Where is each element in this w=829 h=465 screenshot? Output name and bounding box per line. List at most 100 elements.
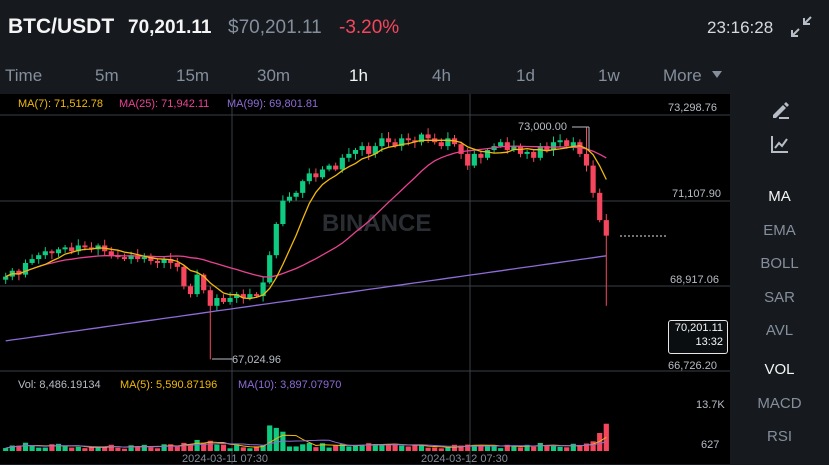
candle-body: [531, 151, 537, 158]
tf-time[interactable]: Time: [5, 66, 43, 85]
indicator-ma[interactable]: MA: [768, 188, 791, 205]
volume-bar: [359, 445, 365, 451]
volume-bar: [432, 447, 438, 451]
candle-body: [465, 153, 471, 166]
candle-body: [227, 298, 233, 302]
candle-body: [352, 150, 359, 154]
indicator-avl[interactable]: AVL: [765, 322, 794, 339]
price-tick: 71,107.90: [672, 188, 721, 200]
candle-body: [372, 146, 378, 154]
volume-bar: [69, 447, 75, 451]
volume-bar: [201, 442, 207, 451]
tf-4h[interactable]: 4h: [432, 66, 451, 85]
tf-30m[interactable]: 30m: [257, 66, 291, 85]
tf-1d[interactable]: 1d: [516, 66, 535, 85]
tf-more[interactable]: More: [663, 66, 702, 85]
volume-bar: [253, 446, 260, 451]
volume-bar: [550, 445, 557, 451]
volume-bar: [465, 444, 471, 451]
volume-bar: [161, 444, 167, 451]
candle-body: [346, 153, 352, 158]
clock: 23:16:28: [707, 18, 774, 37]
candle-body: [36, 255, 42, 260]
timeframe-bar: Time 5m 15m 30m 1h 4h 1d 1w More: [0, 58, 829, 94]
indicator-chart-icon[interactable]: [770, 134, 790, 154]
countdown: 13:32: [695, 336, 723, 348]
volume-bar: [570, 443, 576, 451]
candle-body: [247, 294, 253, 299]
volume-bar: [577, 444, 583, 451]
volume-bar: [372, 444, 378, 451]
volume-bar: [544, 445, 550, 451]
candle-body: [537, 146, 543, 158]
indicator-macd[interactable]: MACD: [757, 395, 802, 412]
ma25-line: [5, 145, 607, 278]
indicator-boll[interactable]: BOLL: [760, 255, 799, 272]
tf-1h[interactable]: 1h: [349, 66, 368, 85]
volume-bar: [267, 425, 273, 451]
candle-body: [181, 266, 187, 287]
draw-pen-icon[interactable]: [770, 99, 790, 119]
candle-body: [544, 146, 550, 151]
candle-body: [603, 220, 609, 236]
candle-body: [550, 142, 557, 151]
candle-body: [174, 262, 180, 267]
candle-body: [75, 245, 81, 252]
volume-bar: [42, 447, 48, 451]
candle-body: [88, 247, 95, 250]
vol-legend: Vol: 8,486.19134: [18, 379, 101, 391]
symbol-label[interactable]: BTC/USDT: [8, 15, 115, 38]
candle-body: [379, 138, 385, 147]
legend-ma7: MA(7): 71,512.78: [18, 98, 103, 110]
volume-bar: [247, 448, 253, 451]
candle-body: [234, 294, 240, 299]
candle-body: [366, 146, 372, 154]
volume-bar: [425, 447, 431, 451]
ma99-line: [5, 255, 607, 342]
candle-body: [385, 138, 392, 143]
candle-body: [154, 261, 161, 263]
volume-bar: [306, 442, 312, 451]
volume-bar: [326, 447, 332, 451]
tf-5m[interactable]: 5m: [95, 66, 119, 85]
candle-body: [187, 286, 194, 295]
chart-area[interactable]: BINANCE MA(7): 71,512.78 MA(25): 71,942.…: [0, 94, 730, 465]
tf-15m[interactable]: 15m: [176, 66, 210, 85]
indicator-ema[interactable]: EMA: [763, 222, 796, 239]
indicator-sar[interactable]: SAR: [764, 289, 795, 306]
candle-body: [333, 165, 339, 170]
volume-bar: [597, 433, 603, 451]
candle-body: [319, 169, 326, 178]
volume-bar: [385, 444, 392, 451]
candle-body: [55, 249, 62, 254]
candle-body: [128, 255, 134, 260]
indicator-rsi[interactable]: RSI: [766, 428, 792, 445]
volume-bar: [366, 443, 372, 451]
volume-bar: [181, 442, 187, 451]
candle-body: [339, 157, 345, 170]
expand-icon[interactable]: [790, 16, 812, 38]
volume-bar: [399, 445, 405, 451]
price-tick: 68,917.06: [670, 274, 719, 286]
volume-bar: [293, 446, 299, 451]
tf-1w[interactable]: 1w: [598, 66, 620, 85]
volume-bar: [194, 439, 200, 451]
candle-body: [3, 276, 9, 280]
volume-bar: [451, 444, 458, 451]
caret-down-icon[interactable]: [712, 71, 722, 78]
candle-body: [458, 144, 464, 154]
vol-ma10-legend: MA(10): 3,897.07970: [238, 379, 342, 391]
candlestick-chart[interactable]: BINANCE: [0, 94, 730, 464]
current-price-box: 70,201.11 13:32: [668, 320, 728, 354]
volume-bar: [102, 446, 108, 451]
candle-body: [306, 173, 312, 182]
ticker-header: BTC/USDT 70,201.11 $70,201.11 -3.20% 23:…: [0, 0, 829, 56]
candle-body: [214, 298, 220, 306]
candle-body: [524, 151, 530, 154]
price-tick: 73,298.76: [668, 102, 717, 114]
candle-body: [161, 259, 167, 263]
indicator-vol[interactable]: VOL: [764, 361, 795, 378]
volume-bar: [55, 443, 62, 451]
volume-bar: [352, 445, 359, 451]
volume-bar: [392, 443, 398, 451]
